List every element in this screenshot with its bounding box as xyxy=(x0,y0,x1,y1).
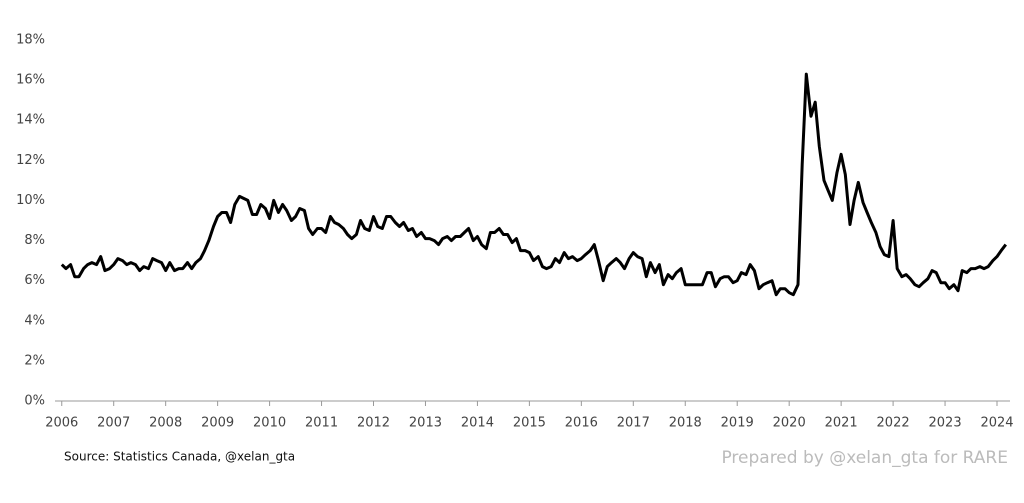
x-tick-label: 2010 xyxy=(253,416,286,431)
x-tick-label: 2019 xyxy=(721,416,754,431)
x-tick-label: 2011 xyxy=(305,416,338,431)
source-note: Source: Statistics Canada, @xelan_gta xyxy=(64,450,295,464)
y-tick-label: 8% xyxy=(24,233,45,248)
y-tick-label: 18% xyxy=(16,33,45,48)
x-tick-label: 2016 xyxy=(565,416,598,431)
y-tick-label: 2% xyxy=(24,353,45,368)
credit-note: Prepared by @xelan_gta for RARE xyxy=(721,448,1008,468)
y-tick-label: 0% xyxy=(24,394,45,409)
y-tick-label: 12% xyxy=(16,153,45,168)
y-tick-label: 4% xyxy=(24,313,45,328)
y-tick-label: 10% xyxy=(16,193,45,208)
x-tick-label: 2018 xyxy=(669,416,702,431)
y-tick-label: 16% xyxy=(16,73,45,88)
x-tick-label: 2015 xyxy=(513,416,546,431)
x-tick-label: 2014 xyxy=(461,416,494,431)
y-tick-label: 14% xyxy=(16,113,45,128)
x-tick-label: 2007 xyxy=(97,416,130,431)
x-tick-label: 2021 xyxy=(825,416,858,431)
data-line xyxy=(60,72,1007,297)
x-tick-label: 2024 xyxy=(980,416,1013,431)
x-tick-label: 2012 xyxy=(357,416,390,431)
x-tick-label: 2013 xyxy=(409,416,442,431)
x-tick-label: 2009 xyxy=(201,416,234,431)
x-tick-label: 2023 xyxy=(929,416,962,431)
x-tick-label: 2017 xyxy=(617,416,650,431)
y-tick-label: 6% xyxy=(24,273,45,288)
x-tick-label: 2008 xyxy=(149,416,182,431)
x-tick-label: 2022 xyxy=(877,416,910,431)
x-tick-label: 2006 xyxy=(45,416,78,431)
x-tick-label: 2020 xyxy=(773,416,806,431)
